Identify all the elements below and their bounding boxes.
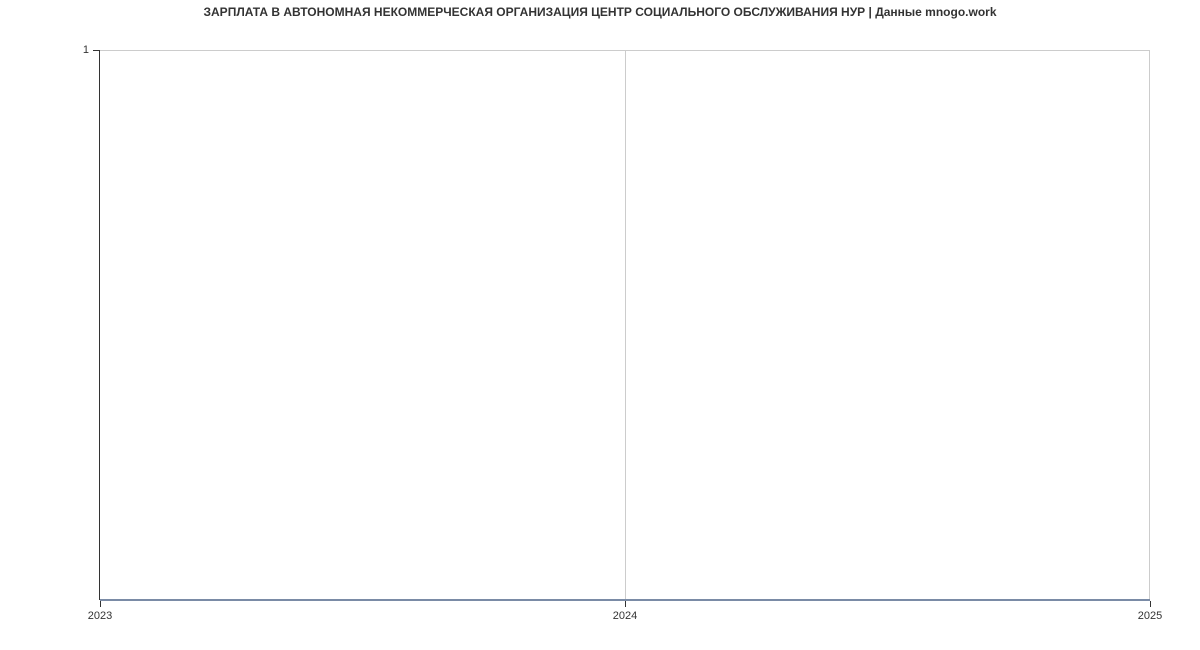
series-line bbox=[100, 599, 1150, 601]
x-tick bbox=[1150, 601, 1151, 607]
y-tick-label: 1 bbox=[83, 44, 89, 56]
chart-title: ЗАРПЛАТА В АВТОНОМНАЯ НЕКОММЕРЧЕСКАЯ ОРГ… bbox=[0, 5, 1200, 19]
x-gridline bbox=[625, 50, 626, 600]
y-tick bbox=[93, 50, 99, 51]
x-tick bbox=[625, 601, 626, 607]
x-tick-label: 2023 bbox=[88, 610, 112, 622]
x-tick-label: 2024 bbox=[613, 610, 637, 622]
x-tick-label: 2025 bbox=[1138, 610, 1162, 622]
x-tick bbox=[100, 601, 101, 607]
y-axis-line bbox=[99, 50, 100, 600]
chart-container: ЗАРПЛАТА В АВТОНОМНАЯ НЕКОММЕРЧЕСКАЯ ОРГ… bbox=[0, 0, 1200, 650]
